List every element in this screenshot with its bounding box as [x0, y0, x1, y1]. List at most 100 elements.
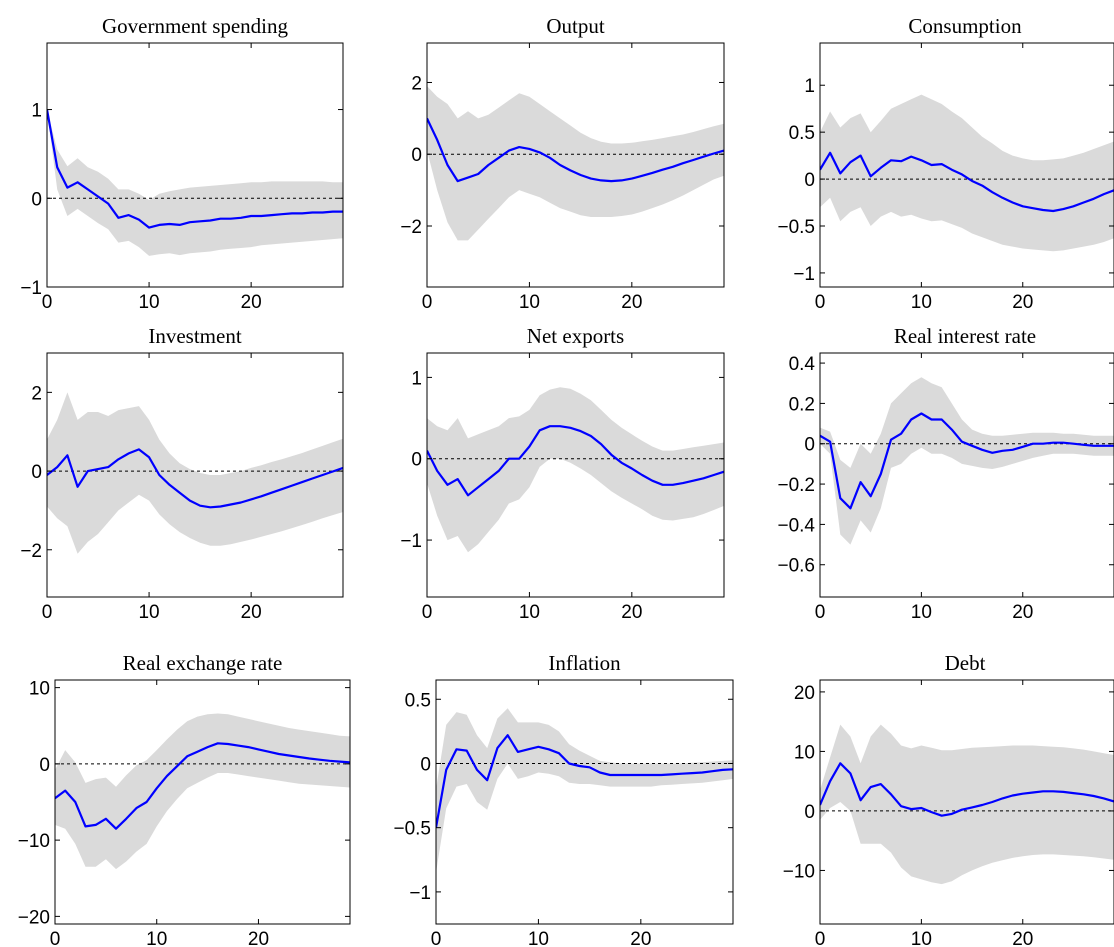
y-tick-label: −0.5 [777, 217, 815, 238]
panel-real-exchange-rate: 0 10 20 −20 −10 0 10 Real exchange rate [18, 651, 351, 947]
x-tick-label: 20 [621, 602, 642, 623]
y-tick-label: −0.5 [393, 819, 431, 840]
x-tick-label: 0 [815, 602, 826, 623]
y-tick-label: 0 [31, 189, 42, 210]
panel-title: Investment [148, 324, 241, 348]
y-tick-label: 0.5 [789, 123, 815, 144]
median-response-line [47, 448, 343, 509]
y-tick-label: 0 [31, 462, 42, 483]
axes-frame [426, 352, 725, 598]
y-tick-label: −2 [400, 217, 422, 238]
y-tick-label: 1 [31, 101, 42, 122]
x-tick-label: 20 [241, 602, 262, 623]
y-tick-label: 0.4 [789, 354, 816, 375]
x-tick-label: 10 [911, 602, 932, 623]
median-response-line [427, 117, 724, 183]
panel-title: Real interest rate [894, 324, 1036, 348]
median-response-line [820, 762, 1114, 817]
y-tick-label: 0.2 [789, 394, 815, 415]
x-tick-label: 10 [911, 292, 932, 313]
plot-area [436, 708, 733, 873]
y-tick-label: −1 [400, 531, 422, 552]
y-tick-label: −20 [18, 907, 50, 928]
x-tick-label: 0 [42, 292, 53, 313]
panel-output: 0 10 20 −2 0 2 Output [400, 14, 725, 313]
y-tick-label: −10 [783, 861, 815, 882]
confidence-band [820, 377, 1114, 545]
y-tick-label: 0 [804, 435, 815, 456]
y-tick-label: 0 [411, 450, 422, 471]
y-tick-label: −0.2 [777, 475, 815, 496]
panel-title: Output [546, 14, 605, 38]
plot-area [47, 392, 343, 554]
median-response-line [436, 734, 733, 828]
panel-title: Consumption [908, 14, 1022, 38]
x-tick-label: 10 [138, 602, 159, 623]
x-tick-label: 10 [519, 292, 540, 313]
x-tick-label: 10 [528, 929, 549, 947]
y-tick-label: 0 [411, 145, 422, 166]
x-tick-label: 0 [431, 929, 442, 947]
y-tick-label: 0 [804, 802, 815, 823]
plot-area [47, 109, 343, 256]
y-tick-label: 2 [411, 73, 422, 94]
panel-title: Net exports [527, 324, 624, 348]
confidence-band [47, 109, 343, 256]
x-tick-label: 10 [146, 929, 167, 947]
y-tick-label: 0 [804, 170, 815, 191]
x-tick-label: 20 [1012, 292, 1033, 313]
confidence-band [47, 392, 343, 554]
panel-title: Debt [945, 651, 986, 675]
y-tick-label: 0.5 [405, 690, 431, 711]
x-tick-label: 0 [422, 292, 433, 313]
axes-frame [819, 679, 1114, 925]
plot-area [820, 724, 1114, 885]
panel-real-interest-rate: 0 10 20 −0.6 −0.4 −0.2 0 0.2 0.4 Real interest ra… [777, 324, 1114, 623]
x-tick-label: 0 [50, 929, 61, 947]
confidence-band [820, 94, 1114, 252]
y-tick-label: 0 [420, 754, 431, 775]
x-tick-label: 0 [815, 929, 826, 947]
y-tick-label: 1 [804, 76, 815, 97]
axes-frame [819, 42, 1114, 288]
median-response-line [820, 412, 1114, 510]
x-tick-label: 10 [138, 292, 159, 313]
y-tick-label: 10 [29, 679, 50, 700]
y-tick-label: −2 [20, 541, 42, 562]
plot-area [55, 713, 350, 870]
y-tick-label: 1 [411, 368, 422, 389]
x-tick-label: 20 [1012, 602, 1033, 623]
y-tick-label: −1 [20, 278, 42, 299]
x-tick-label: 10 [519, 602, 540, 623]
y-tick-label: −10 [18, 831, 50, 852]
y-tick-label: −1 [793, 264, 815, 285]
plot-area [820, 94, 1114, 252]
axes-frame [46, 42, 344, 288]
panel-consumption: 0 10 20 −1 −0.5 0 0.5 1 Consumption [777, 14, 1114, 313]
confidence-band [436, 708, 733, 873]
x-tick-label: 20 [241, 292, 262, 313]
y-tick-label: 10 [794, 742, 815, 763]
panel-title: Government spending [102, 14, 289, 38]
panel-debt: 0 10 20 −10 0 10 20 Debt [783, 651, 1114, 947]
panel-title: Real exchange rate [123, 651, 283, 675]
panel-net-exports: 0 10 20 −1 0 1 Net exports [400, 324, 725, 623]
y-tick-label: −1 [409, 883, 431, 904]
y-tick-label: −0.6 [777, 556, 815, 577]
plot-area [820, 377, 1114, 545]
confidence-band [55, 713, 350, 870]
panel-title: Inflation [548, 651, 621, 675]
y-tick-label: 0 [39, 755, 50, 776]
x-tick-label: 0 [42, 602, 53, 623]
x-tick-label: 0 [815, 292, 826, 313]
x-tick-label: 20 [248, 929, 269, 947]
axes-frame [819, 352, 1114, 598]
median-response-line [427, 425, 724, 497]
x-tick-label: 20 [1012, 929, 1033, 947]
axes-frame [46, 352, 344, 598]
median-response-line [47, 109, 343, 229]
plot-area [427, 387, 724, 553]
panel-inflation: 0 10 20 −1 −0.5 0 0.5 Inflation [393, 651, 734, 947]
